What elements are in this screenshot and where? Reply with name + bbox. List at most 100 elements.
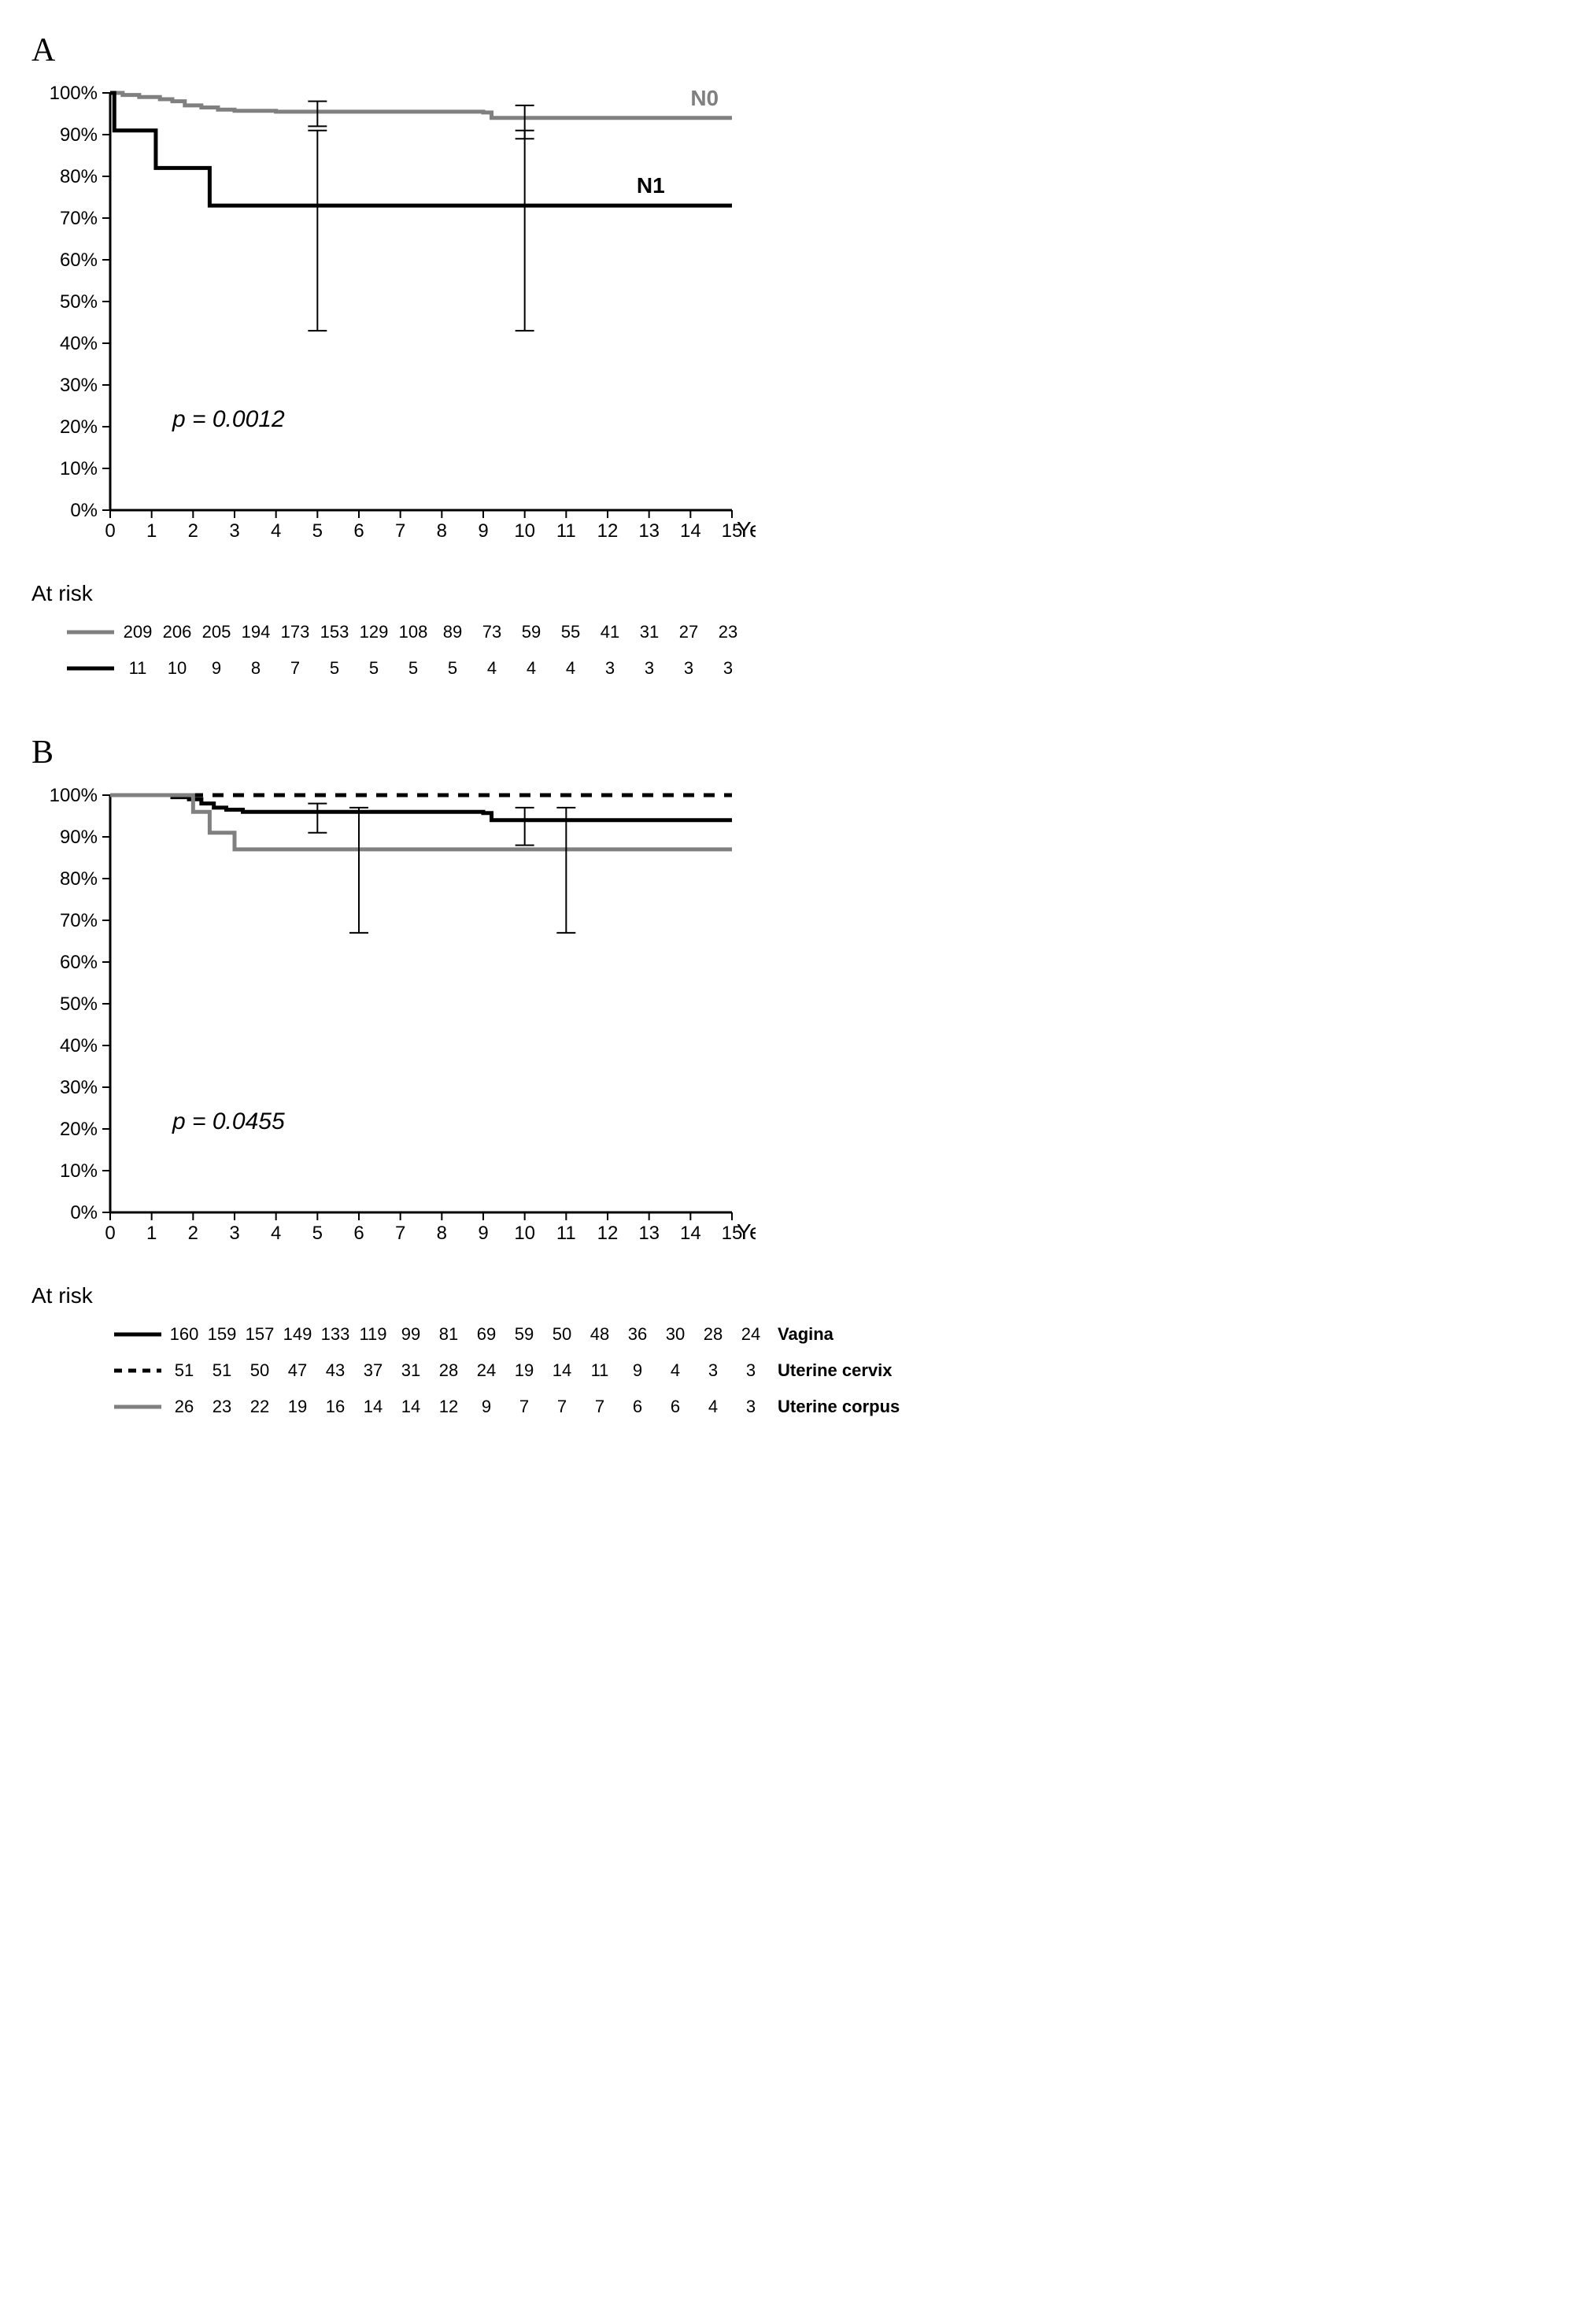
svg-text:50%: 50% — [60, 994, 98, 1015]
risk-cell: 153 — [315, 622, 354, 642]
svg-text:0%: 0% — [70, 1202, 98, 1223]
svg-text:13: 13 — [638, 1223, 660, 1244]
survival-chart: 0%10%20%30%40%50%60%70%80%90%100%0123456… — [31, 77, 756, 565]
svg-text:40%: 40% — [60, 1035, 98, 1057]
risk-cell: 36 — [619, 1324, 656, 1345]
svg-text:5: 5 — [312, 520, 323, 542]
risk-cell: 7 — [543, 1397, 581, 1417]
svg-text:30%: 30% — [60, 1077, 98, 1098]
legend-swatch — [63, 616, 118, 648]
risk-cell: 50 — [241, 1360, 279, 1381]
svg-text:0: 0 — [105, 520, 115, 542]
risk-cell: 3 — [708, 658, 748, 679]
risk-row: 16015915714913311999816959504836302824Va… — [31, 1316, 1562, 1353]
risk-cell: 14 — [354, 1397, 392, 1417]
risk-cell: 173 — [275, 622, 315, 642]
at-risk-table: At risk 160159157149133119998169595048363… — [31, 1283, 1562, 1425]
svg-text:8: 8 — [437, 520, 447, 542]
legend-swatch — [110, 1391, 165, 1423]
p-value: p = 0.0455 — [172, 1108, 285, 1134]
svg-text:100%: 100% — [50, 83, 98, 104]
risk-cell: 59 — [512, 622, 551, 642]
svg-text:9: 9 — [478, 520, 488, 542]
risk-cell: 108 — [394, 622, 433, 642]
risk-cell: 3 — [732, 1397, 770, 1417]
risk-cell: 19 — [505, 1360, 543, 1381]
risk-cell: 6 — [619, 1397, 656, 1417]
svg-text:2: 2 — [188, 520, 198, 542]
risk-cell: 50 — [543, 1324, 581, 1345]
svg-text:70%: 70% — [60, 910, 98, 931]
svg-text:60%: 60% — [60, 250, 98, 271]
svg-text:6: 6 — [353, 520, 364, 542]
risk-cell: 14 — [543, 1360, 581, 1381]
risk-cell: 51 — [203, 1360, 241, 1381]
risk-cell: 23 — [203, 1397, 241, 1417]
svg-text:12: 12 — [597, 520, 619, 542]
risk-cell: 27 — [669, 622, 708, 642]
risk-cell: 9 — [197, 658, 236, 679]
risk-cell: 3 — [694, 1360, 732, 1381]
risk-cell: 157 — [241, 1324, 279, 1345]
svg-text:50%: 50% — [60, 291, 98, 313]
svg-text:30%: 30% — [60, 375, 98, 396]
svg-text:N0: N0 — [690, 86, 719, 110]
svg-text:3: 3 — [229, 1223, 239, 1244]
risk-cell: 119 — [354, 1324, 392, 1345]
risk-cell: 3 — [669, 658, 708, 679]
svg-text:70%: 70% — [60, 208, 98, 229]
svg-text:9: 9 — [478, 1223, 488, 1244]
panel-label: A — [31, 31, 1562, 69]
risk-cell: 73 — [472, 622, 512, 642]
svg-text:1: 1 — [146, 520, 157, 542]
risk-cell: 194 — [236, 622, 275, 642]
risk-cell: 12 — [430, 1397, 468, 1417]
svg-text:7: 7 — [395, 1223, 405, 1244]
svg-text:60%: 60% — [60, 952, 98, 973]
svg-text:0%: 0% — [70, 500, 98, 521]
risk-cell: 129 — [354, 622, 394, 642]
risk-series-label: Vagina — [778, 1324, 833, 1345]
risk-cell: 31 — [392, 1360, 430, 1381]
series-Vagina — [110, 795, 732, 820]
risk-cell: 5 — [394, 658, 433, 679]
risk-cell: 55 — [551, 622, 590, 642]
risk-cell: 48 — [581, 1324, 619, 1345]
risk-cell: 205 — [197, 622, 236, 642]
svg-text:80%: 80% — [60, 166, 98, 187]
svg-text:4: 4 — [271, 1223, 281, 1244]
risk-cell: 31 — [630, 622, 669, 642]
risk-cell: 24 — [732, 1324, 770, 1345]
panel: A0%10%20%30%40%50%60%70%80%90%100%012345… — [31, 31, 1562, 686]
risk-cell: 28 — [430, 1360, 468, 1381]
risk-row: 5151504743373128241914119433Uterine cerv… — [31, 1353, 1562, 1389]
at-risk-header: At risk — [31, 1283, 1562, 1308]
svg-text:N1: N1 — [637, 173, 665, 198]
risk-cell: 19 — [279, 1397, 316, 1417]
svg-text:11: 11 — [556, 520, 576, 542]
risk-cell: 37 — [354, 1360, 392, 1381]
svg-text:14: 14 — [680, 1223, 701, 1244]
risk-cell: 16 — [316, 1397, 354, 1417]
risk-cell: 5 — [433, 658, 472, 679]
svg-text:5: 5 — [312, 1223, 323, 1244]
risk-row: 111098755554443333 — [31, 650, 1562, 686]
risk-cell: 51 — [165, 1360, 203, 1381]
risk-cell: 81 — [430, 1324, 468, 1345]
risk-cell: 69 — [468, 1324, 505, 1345]
risk-cell: 3 — [732, 1360, 770, 1381]
svg-text:8: 8 — [437, 1223, 447, 1244]
series-N0 — [110, 93, 732, 118]
risk-cell: 7 — [275, 658, 315, 679]
svg-text:7: 7 — [395, 520, 405, 542]
at-risk-table: At risk209206205194173153129108897359554… — [31, 581, 1562, 686]
risk-cell: 4 — [694, 1397, 732, 1417]
risk-cell: 24 — [468, 1360, 505, 1381]
risk-cell: 22 — [241, 1397, 279, 1417]
risk-cell: 10 — [157, 658, 197, 679]
risk-cell: 5 — [315, 658, 354, 679]
svg-text:4: 4 — [271, 520, 281, 542]
risk-row: 262322191614141297776643Uterine corpus — [31, 1389, 1562, 1425]
risk-cell: 99 — [392, 1324, 430, 1345]
svg-text:90%: 90% — [60, 124, 98, 146]
